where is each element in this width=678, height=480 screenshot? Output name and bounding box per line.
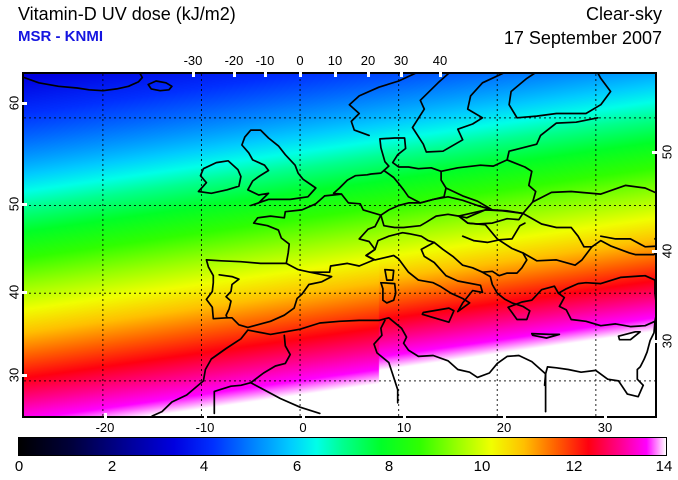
- tick-top-0: 0: [296, 53, 304, 68]
- great-britain: [241, 129, 317, 207]
- tickmark-top--30: [192, 72, 195, 77]
- tickmark-right-50: [652, 151, 657, 154]
- colorbar-gradient: [19, 438, 666, 455]
- tick-left-50: 50: [6, 196, 22, 212]
- tickmark-bottom-0: [302, 413, 305, 418]
- tick-bottom-0: 0: [299, 420, 307, 435]
- coastline-paths: [24, 74, 655, 416]
- tick-left-30: 30: [6, 367, 22, 383]
- iberia: [205, 259, 333, 329]
- tick-bottom--10: -10: [195, 420, 215, 435]
- tickmark-top--20: [233, 72, 236, 77]
- map-canvas: [24, 74, 655, 416]
- tick-top-20: 20: [360, 53, 376, 68]
- scandinavia-border: [411, 74, 612, 153]
- sky-condition-label: Clear-sky: [585, 4, 662, 24]
- cyprus: [617, 330, 642, 341]
- colorbar-tick-2: 2: [107, 458, 117, 475]
- tickmark-left-50: [22, 203, 27, 206]
- balkans-adriatic: [433, 241, 655, 321]
- figure-source-label: MSR - KNMI: [18, 28, 103, 45]
- france-coast: [252, 195, 326, 265]
- tickmark-right-30: [652, 340, 657, 343]
- map-panel: [22, 72, 657, 418]
- sardinia: [380, 281, 397, 304]
- tick-top-40: 40: [432, 53, 448, 68]
- tickmark-right-40: [652, 250, 657, 253]
- crete: [530, 332, 561, 339]
- levant: [636, 320, 655, 387]
- czech-alps: [380, 195, 494, 229]
- tickmark-top-0: [299, 72, 302, 77]
- tick-bottom-10: 10: [396, 420, 412, 435]
- tick-right-30: 30: [659, 333, 675, 349]
- italy: [365, 231, 484, 313]
- colorbar: [18, 437, 667, 456]
- ukraine-south: [531, 184, 655, 203]
- hungary-south: [457, 212, 524, 225]
- map-overlay: [24, 74, 655, 416]
- greenland-coast: [24, 74, 144, 92]
- morocco-algeria-border: [213, 334, 292, 415]
- colorbar-tick-12: 12: [565, 458, 583, 475]
- tickmark-top-30: [400, 72, 403, 77]
- figure-date-label: 17 September 2007: [503, 28, 662, 48]
- tickmark-left-40: [22, 291, 27, 294]
- tickmark-bottom-20: [503, 413, 506, 418]
- tick-left-40: 40: [6, 284, 22, 300]
- tick-top--20: -20: [224, 53, 244, 68]
- tickmark-bottom-30: [604, 413, 607, 418]
- balkan-borders: [457, 215, 528, 277]
- turkey-south: [557, 279, 655, 328]
- low-countries: [332, 116, 599, 195]
- france-border: [309, 193, 382, 274]
- tickmark-top-20: [367, 72, 370, 77]
- tick-top--30: -30: [183, 53, 203, 68]
- portugal-border: [218, 273, 240, 319]
- tickmark-bottom-10: [403, 413, 406, 418]
- tick-bottom--20: -20: [95, 420, 115, 435]
- figure-title: Vitamin-D UV dose (kJ/m2): [18, 4, 236, 24]
- tickmark-top-10: [334, 72, 337, 77]
- algeria-tunisia-border: [373, 319, 399, 404]
- colorbar-tick-8: 8: [384, 458, 394, 475]
- colorbar-tick-0: 0: [14, 458, 24, 475]
- norway-coast: [348, 74, 416, 137]
- tick-bottom-20: 20: [496, 420, 512, 435]
- tick-top-10: 10: [327, 53, 343, 68]
- north-africa-coast: [151, 316, 547, 416]
- hungary-border-s: [461, 222, 526, 244]
- tickmark-top--10: [264, 72, 267, 77]
- sicily: [421, 307, 455, 324]
- colorbar-tick-4: 4: [199, 458, 209, 475]
- black-sea-north: [591, 235, 655, 256]
- tick-right-40: 40: [659, 243, 675, 259]
- corsica: [384, 268, 395, 281]
- tickmark-top-40: [439, 72, 442, 77]
- tick-top-30: 30: [393, 53, 409, 68]
- uv-dose-field: [24, 74, 655, 416]
- africa-inland: [249, 381, 321, 415]
- tick-top--10: -10: [255, 53, 275, 68]
- ireland: [197, 159, 242, 195]
- colorbar-tick-10: 10: [473, 458, 491, 475]
- tick-right-50: 50: [659, 144, 675, 160]
- hungary-romania: [457, 209, 593, 267]
- tickmark-left-30: [22, 374, 27, 377]
- tick-bottom-30: 30: [597, 420, 613, 435]
- colorbar-tick-6: 6: [292, 458, 302, 475]
- tick-left-60: 60: [6, 95, 22, 111]
- colorbar-tick-14: 14: [655, 458, 673, 475]
- tickmark-bottom--20: [104, 413, 107, 418]
- tickmark-bottom--10: [204, 413, 207, 418]
- graticule-gridlines: [24, 74, 655, 416]
- poland-east: [445, 159, 537, 215]
- uv-dose-raster: [24, 74, 655, 416]
- tickmark-left-60: [22, 102, 27, 105]
- iceland: [147, 80, 173, 92]
- nile-sinai: [543, 366, 645, 398]
